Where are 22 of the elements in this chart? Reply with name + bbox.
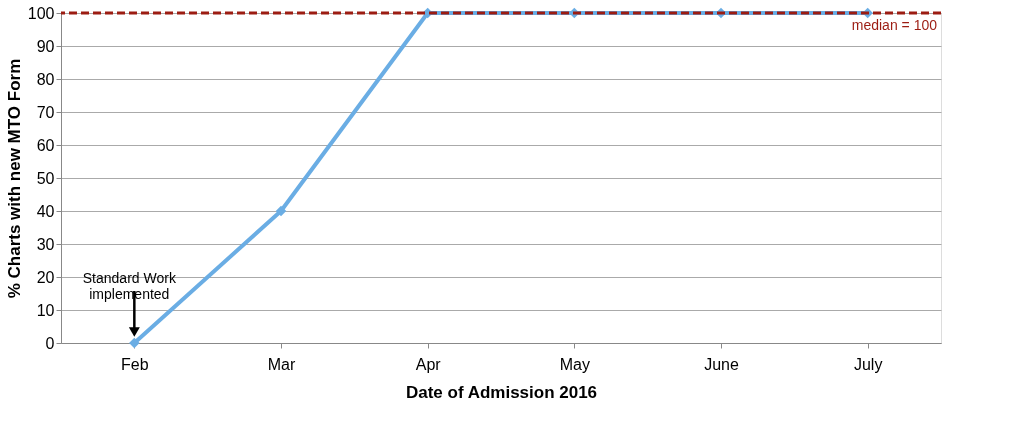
y-tick-label: 20 <box>36 268 55 286</box>
y-axis-title: % Charts with new MTO Form <box>4 58 24 299</box>
y-tick-label: 50 <box>36 169 55 187</box>
x-axis-title: Date of Admission 2016 <box>405 382 598 402</box>
x-tick-label: July <box>853 355 883 373</box>
x-tick-label: June <box>704 355 739 373</box>
y-tick-label: 0 <box>45 334 55 352</box>
x-tick-label: Feb <box>121 355 149 373</box>
point <box>129 337 140 349</box>
y-tick-label: 70 <box>36 103 55 121</box>
x-tick-label: Mar <box>267 355 296 373</box>
point <box>275 205 287 217</box>
y-tick-label: 10 <box>36 301 55 319</box>
x-tick-label: Apr <box>415 355 442 373</box>
y-tick-label: 30 <box>36 235 55 253</box>
y-tick-label: 90 <box>36 37 55 55</box>
y-tick-label: 60 <box>36 136 55 154</box>
ref-line-label: median = 100 <box>851 17 938 33</box>
y-tick-label: 80 <box>36 70 55 88</box>
x-tick-label: May <box>559 355 590 373</box>
y-tick-label: 40 <box>36 202 55 220</box>
y-tick-label: 100 <box>27 4 55 22</box>
